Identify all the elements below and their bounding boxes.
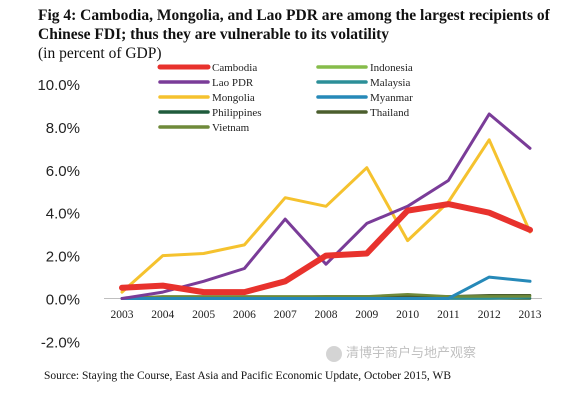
chart-subtitle: (in percent of GDP) [38, 45, 162, 62]
legend-label-thailand: Thailand [370, 107, 410, 119]
y-tick-label: 8.0% [46, 120, 80, 137]
y-tick-label: 10.0% [37, 77, 80, 94]
series-line-vietnam [120, 292, 532, 300]
legend-label-indonesia: Indonesia [370, 62, 413, 74]
x-tick-label: 2012 [478, 309, 501, 321]
series-line-myanmar [120, 275, 532, 300]
legend-label-philippines: Philippines [212, 107, 262, 119]
series-line-cambodia [119, 201, 533, 296]
legend-label-cambodia: Cambodia [212, 62, 257, 74]
y-tick-label: 6.0% [46, 163, 80, 180]
x-tick-label: 2007 [274, 309, 297, 321]
legend-label-mongolia: Mongolia [212, 92, 255, 104]
y-tick-label: 0.0% [46, 292, 80, 309]
series-line-lao-pdr [120, 112, 532, 300]
x-tick-label: 2005 [192, 309, 215, 321]
legend-label-lao-pdr: Lao PDR [212, 77, 254, 89]
chart-title: Fig 4: Cambodia, Mongolia, and Lao PDR a… [38, 7, 550, 43]
y-tick-label: 2.0% [46, 249, 80, 266]
source-note: Source: Staying the Course, East Asia an… [44, 370, 451, 382]
watermark: 清博宇商户与地产观察 [326, 342, 476, 362]
series-line-mongolia [120, 138, 532, 294]
legend-label-malaysia: Malaysia [370, 77, 410, 89]
x-tick-label: 2013 [519, 309, 542, 321]
watermark-text: 清博宇商户与地产观察 [346, 346, 477, 361]
legend-label-myanmar: Myanmar [370, 92, 413, 104]
y-tick-label: 4.0% [46, 206, 80, 223]
x-tick-label: 2010 [396, 309, 419, 321]
x-tick-label: 2003 [111, 309, 134, 321]
x-tick-label: 2011 [437, 309, 460, 321]
x-tick-label: 2008 [315, 309, 338, 321]
wechat-icon [326, 345, 342, 362]
x-tick-label: 2006 [233, 309, 256, 321]
legend-label-vietnam: Vietnam [212, 122, 250, 134]
x-tick-label: 2004 [151, 309, 174, 321]
x-tick-label: 2009 [355, 309, 378, 321]
y-tick-label: -2.0% [41, 334, 80, 351]
